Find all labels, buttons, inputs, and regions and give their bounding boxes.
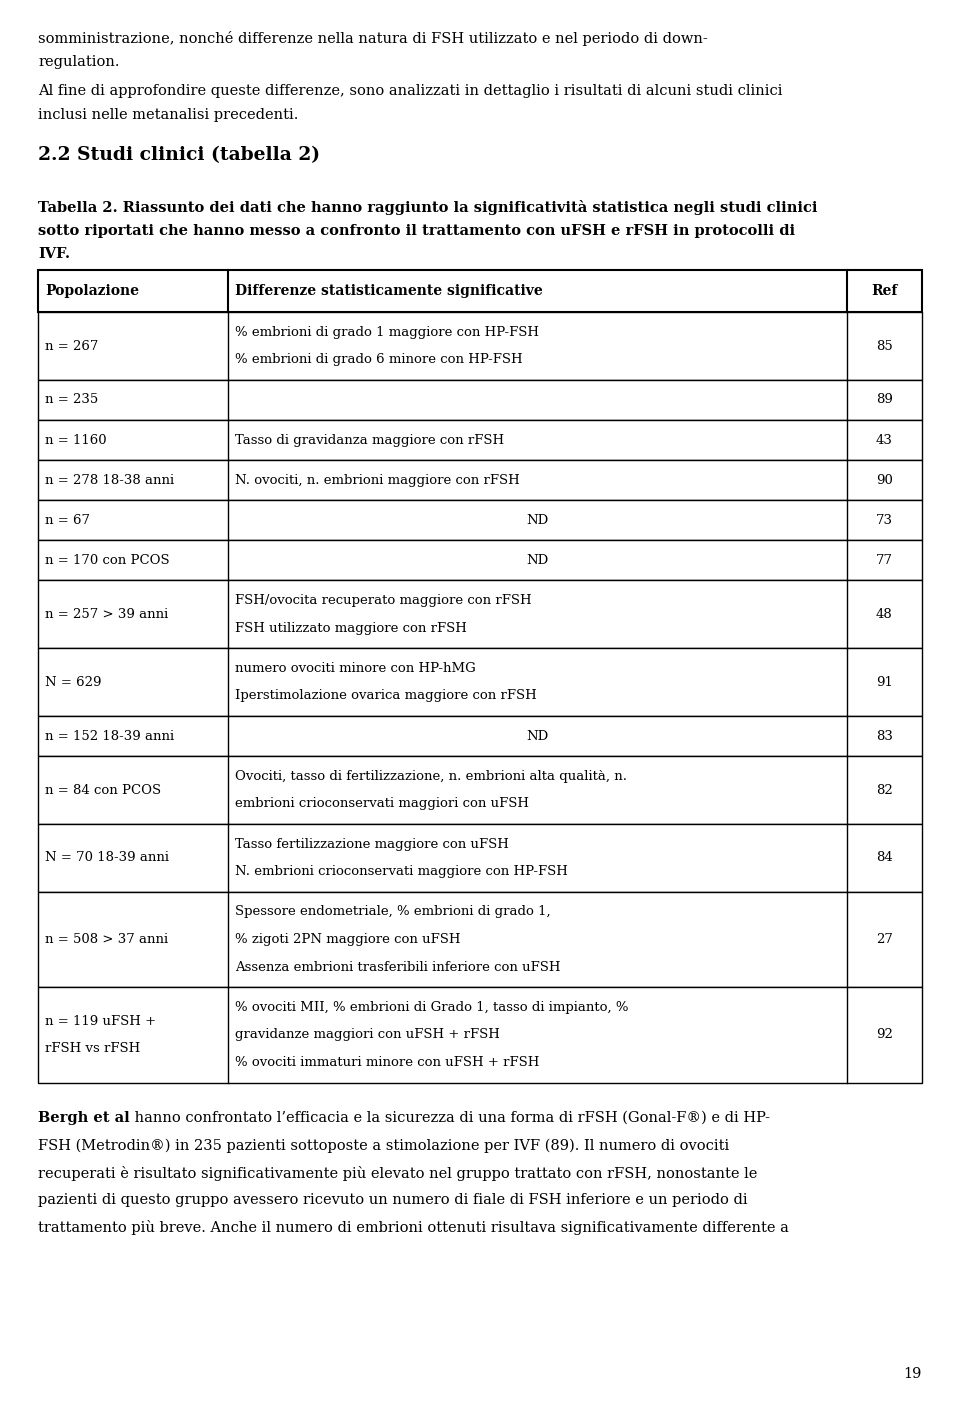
Text: FSH (Metrodin®) in 235 pazienti sottoposte a stimolazione per IVF (89). Il numer: FSH (Metrodin®) in 235 pazienti sottopos… [38,1139,730,1153]
Text: recuperati è risultato significativamente più elevato nel gruppo trattato con rF: recuperati è risultato significativament… [38,1166,757,1181]
Text: somministrazione, nonché differenze nella natura di FSH utilizzato e nel periodo: somministrazione, nonché differenze nell… [38,31,708,46]
Text: Iperstimolazione ovarica maggiore con rFSH: Iperstimolazione ovarica maggiore con rF… [235,689,537,703]
Text: % ovociti immaturi minore con uFSH + rFSH: % ovociti immaturi minore con uFSH + rFS… [235,1056,540,1069]
Text: n = 257 > 39 anni: n = 257 > 39 anni [45,607,168,621]
Text: n = 278 18-38 anni: n = 278 18-38 anni [45,474,175,486]
Text: % embrioni di grado 6 minore con HP-FSH: % embrioni di grado 6 minore con HP-FSH [235,353,522,367]
Text: 89: 89 [876,394,893,406]
Text: inclusi nelle metanalisi precedenti.: inclusi nelle metanalisi precedenti. [38,108,299,122]
Text: Spessore endometriale, % embrioni di grado 1,: Spessore endometriale, % embrioni di gra… [235,905,551,918]
Text: Ovociti, tasso di fertilizzazione, n. embrioni alta qualità, n.: Ovociti, tasso di fertilizzazione, n. em… [235,769,627,783]
Bar [38,380,922,420]
Bar [38,716,922,756]
Bar [38,824,922,891]
Text: 83: 83 [876,730,893,742]
Bar [38,648,922,716]
Text: 85: 85 [876,339,893,353]
Text: 91: 91 [876,676,893,689]
Text: 73: 73 [876,513,893,527]
Bar [38,460,922,501]
Text: embrioni crioconservati maggiori con uFSH: embrioni crioconservati maggiori con uFS… [235,797,529,810]
Text: n = 508 > 37 anni: n = 508 > 37 anni [45,934,168,946]
Text: % embrioni di grado 1 maggiore con HP-FSH: % embrioni di grado 1 maggiore con HP-FS… [235,326,539,339]
Text: n = 84 con PCOS: n = 84 con PCOS [45,783,161,797]
Text: sotto riportati che hanno messo a confronto il trattamento con uFSH e rFSH in pr: sotto riportati che hanno messo a confro… [38,224,796,238]
Text: Al fine di approfondire queste differenze, sono analizzati in dettaglio i risult: Al fine di approfondire queste differenz… [38,84,783,98]
Text: FSH utilizzato maggiore con rFSH: FSH utilizzato maggiore con rFSH [235,621,467,634]
Text: ND: ND [526,730,548,742]
Bar [38,312,922,380]
Text: ND: ND [526,554,548,567]
Text: n = 267: n = 267 [45,339,99,353]
Text: 48: 48 [876,607,893,621]
Text: Ref: Ref [871,284,898,298]
Text: trattamento più breve. Anche il numero di embrioni ottenuti risultava significat: trattamento più breve. Anche il numero d… [38,1220,789,1236]
Text: n = 170 con PCOS: n = 170 con PCOS [45,554,170,567]
Text: 43: 43 [876,433,893,447]
Text: % zigoti 2PN maggiore con uFSH: % zigoti 2PN maggiore con uFSH [235,934,461,946]
Text: N = 629: N = 629 [45,676,102,689]
Text: Tasso fertilizzazione maggiore con uFSH: Tasso fertilizzazione maggiore con uFSH [235,838,509,851]
Text: 77: 77 [876,554,893,567]
Text: ND: ND [526,513,548,527]
Text: Differenze statisticamente significative: Differenze statisticamente significative [235,284,542,298]
Text: hanno confrontato l’efficacia e la sicurezza di una forma di rFSH (Gonal-F®) e d: hanno confrontato l’efficacia e la sicur… [131,1111,770,1125]
Bar [38,420,922,460]
Text: n = 1160: n = 1160 [45,433,107,447]
Text: gravidanze maggiori con uFSH + rFSH: gravidanze maggiori con uFSH + rFSH [235,1028,500,1042]
Text: 19: 19 [903,1367,922,1381]
Text: N. ovociti, n. embrioni maggiore con rFSH: N. ovociti, n. embrioni maggiore con rFS… [235,474,519,486]
Text: rFSH vs rFSH: rFSH vs rFSH [45,1042,140,1056]
Text: 92: 92 [876,1028,893,1042]
Text: Bergh et al: Bergh et al [38,1111,131,1125]
Text: 82: 82 [876,783,893,797]
Text: FSH/ovocita recuperato maggiore con rFSH: FSH/ovocita recuperato maggiore con rFSH [235,595,532,607]
Bar [38,756,922,824]
Bar [38,987,922,1083]
Text: n = 235: n = 235 [45,394,98,406]
Bar [38,540,922,581]
Text: Tasso di gravidanza maggiore con rFSH: Tasso di gravidanza maggiore con rFSH [235,433,504,447]
Text: N. embrioni crioconservati maggiore con HP-FSH: N. embrioni crioconservati maggiore con … [235,865,568,879]
Text: Popolazione: Popolazione [45,284,139,298]
Text: % ovociti MII, % embrioni di Grado 1, tasso di impianto, %: % ovociti MII, % embrioni di Grado 1, ta… [235,1001,629,1014]
Bar [38,270,922,312]
Text: n = 119 uFSH +: n = 119 uFSH + [45,1015,156,1028]
Bar [38,891,922,987]
Text: 90: 90 [876,474,893,486]
Text: regulation.: regulation. [38,55,120,69]
Bar [38,501,922,540]
Text: pazienti di questo gruppo avessero ricevuto un numero di fiale di FSH inferiore : pazienti di questo gruppo avessero ricev… [38,1192,748,1206]
Text: Assenza embrioni trasferibili inferiore con uFSH: Assenza embrioni trasferibili inferiore … [235,960,561,973]
Text: 84: 84 [876,852,893,865]
Text: 2.2 Studi clinici (tabella 2): 2.2 Studi clinici (tabella 2) [38,146,321,165]
Text: Tabella 2. Riassunto dei dati che hanno raggiunto la significatività statistica : Tabella 2. Riassunto dei dati che hanno … [38,200,818,215]
Text: numero ovociti minore con HP-hMG: numero ovociti minore con HP-hMG [235,662,476,675]
Text: IVF.: IVF. [38,247,70,262]
Text: N = 70 18-39 anni: N = 70 18-39 anni [45,852,169,865]
Bar [38,581,922,648]
Text: n = 67: n = 67 [45,513,90,527]
Text: 27: 27 [876,934,893,946]
Text: n = 152 18-39 anni: n = 152 18-39 anni [45,730,175,742]
